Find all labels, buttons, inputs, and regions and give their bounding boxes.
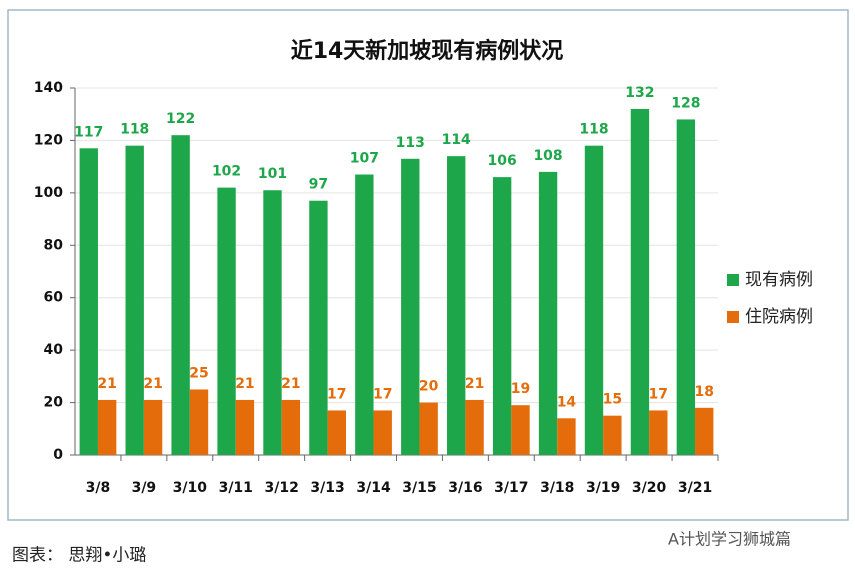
data-label: 97 <box>309 177 328 193</box>
bar <box>557 418 576 455</box>
x-tick-label: 3/16 <box>448 480 482 496</box>
data-label: 101 <box>258 166 287 182</box>
data-label: 25 <box>189 365 208 381</box>
x-tick-label: 3/8 <box>86 480 111 496</box>
data-label: 117 <box>74 124 103 140</box>
data-label: 106 <box>488 153 517 169</box>
data-label: 113 <box>396 135 425 151</box>
data-label: 15 <box>603 392 622 408</box>
bar <box>281 399 301 455</box>
legend-swatch <box>727 311 739 323</box>
data-label: 128 <box>671 95 700 111</box>
data-label: 118 <box>579 122 608 138</box>
data-label: 14 <box>557 394 577 410</box>
data-label: 21 <box>465 376 484 392</box>
data-label: 17 <box>373 386 392 402</box>
y-tick-label: 100 <box>34 185 63 201</box>
bar <box>465 399 484 455</box>
y-tick-label: 140 <box>34 80 63 96</box>
data-label: 114 <box>442 132 471 148</box>
y-tick-label: 80 <box>44 237 64 253</box>
bar <box>355 174 374 455</box>
bar <box>447 156 466 455</box>
bar <box>97 399 117 455</box>
x-tick-label: 3/19 <box>586 480 620 496</box>
bar <box>630 108 650 455</box>
x-tick-label: 3/11 <box>219 480 253 496</box>
bar <box>603 415 622 455</box>
data-label: 107 <box>350 151 379 167</box>
data-label: 20 <box>419 379 439 395</box>
bar <box>419 402 438 455</box>
bar <box>538 171 558 455</box>
bar <box>217 187 236 455</box>
bar <box>492 177 512 455</box>
x-tick-label: 3/18 <box>540 480 574 496</box>
data-label: 122 <box>166 111 195 127</box>
watermark: A计划学习狮城篇 <box>668 530 791 549</box>
bar <box>125 145 144 455</box>
bar <box>263 190 282 455</box>
bar <box>649 410 668 455</box>
data-label: 108 <box>533 148 562 164</box>
data-label: 118 <box>120 122 149 138</box>
x-tick-label: 3/13 <box>310 480 344 496</box>
data-label: 19 <box>511 381 530 397</box>
bar <box>327 410 346 455</box>
bar <box>143 399 163 455</box>
bar <box>695 407 714 455</box>
data-label: 18 <box>694 384 713 400</box>
chart-title: 近14天新加坡现有病例状况 <box>291 38 564 64</box>
legend-label: 住院病例 <box>745 307 813 327</box>
data-label: 21 <box>143 376 162 392</box>
bar <box>309 200 328 455</box>
bar <box>401 158 420 455</box>
y-tick-label: 20 <box>44 395 64 411</box>
legend-label: 现有病例 <box>745 270 813 290</box>
y-tick-label: 60 <box>44 290 64 306</box>
caption: 图表： 思翔•小璐 <box>12 546 146 566</box>
bar <box>79 148 98 456</box>
y-tick-label: 40 <box>44 342 64 358</box>
bar <box>373 410 392 455</box>
bar <box>511 405 530 455</box>
x-tick-label: 3/15 <box>402 480 436 496</box>
x-tick-label: 3/17 <box>494 480 528 496</box>
bar <box>171 135 190 455</box>
y-tick-label: 0 <box>53 447 63 463</box>
data-label: 17 <box>327 386 346 402</box>
data-label: 102 <box>212 164 241 180</box>
x-tick-label: 3/14 <box>356 480 391 496</box>
bar <box>676 119 696 455</box>
y-tick-label: 120 <box>34 132 63 148</box>
x-tick-label: 3/21 <box>678 480 712 496</box>
data-label: 21 <box>97 376 116 392</box>
bar <box>189 389 209 455</box>
x-tick-label: 3/12 <box>265 480 299 496</box>
x-tick-label: 3/20 <box>632 480 667 496</box>
legend-swatch <box>727 274 739 286</box>
data-label: 21 <box>235 376 254 392</box>
data-label: 21 <box>281 376 300 392</box>
bar <box>584 145 604 455</box>
data-label: 17 <box>649 386 668 402</box>
bar <box>235 399 255 455</box>
x-tick-label: 3/9 <box>132 480 157 496</box>
x-tick-label: 3/10 <box>173 480 208 496</box>
data-label: 132 <box>625 85 654 101</box>
